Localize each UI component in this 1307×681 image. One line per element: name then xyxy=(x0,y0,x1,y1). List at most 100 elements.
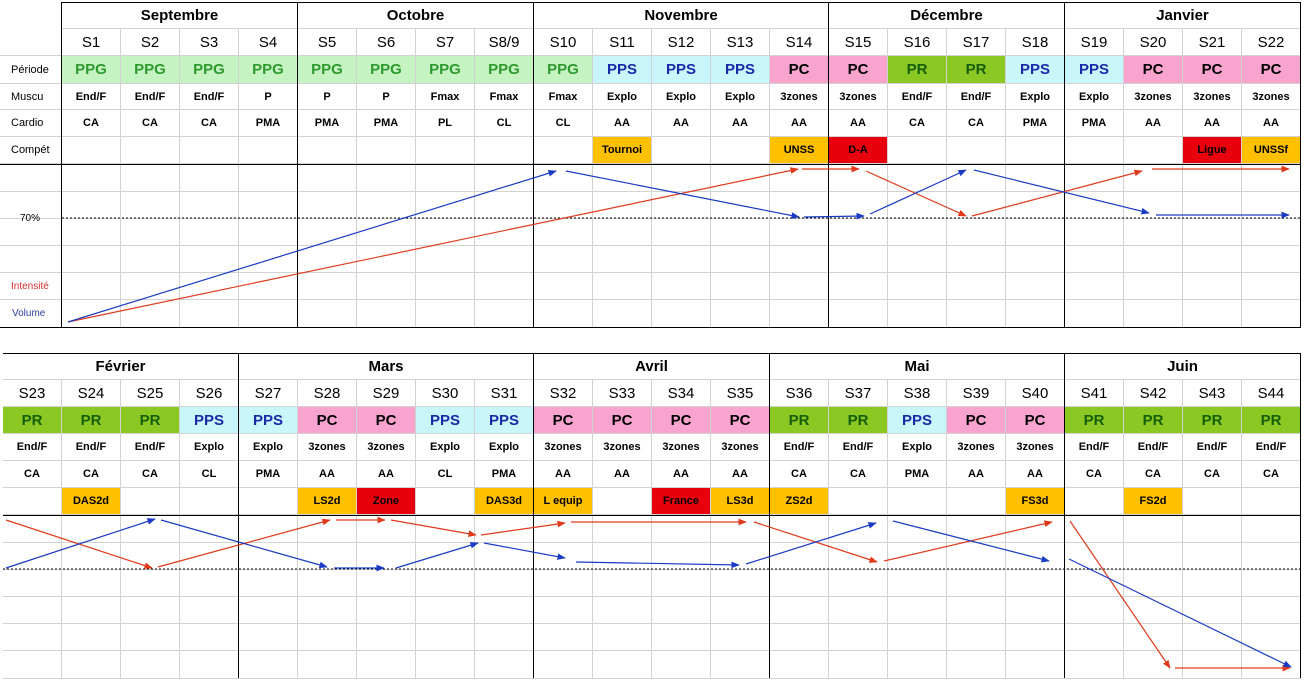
periode-cell: PC xyxy=(1124,56,1183,84)
periode-cell: PPG xyxy=(121,56,180,84)
compet-cell: L equip xyxy=(534,488,593,515)
chart-gridline xyxy=(3,623,1301,624)
periode-cell: PR xyxy=(3,407,62,434)
muscu-cell: End/F xyxy=(62,434,121,461)
periode-cell: PPS xyxy=(180,407,239,434)
cardio-cell: CA xyxy=(947,110,1006,137)
muscu-cell: Explo xyxy=(239,434,298,461)
cardio-cell: AA xyxy=(1124,110,1183,137)
section-top-border xyxy=(3,353,1301,354)
muscu-cell: Explo xyxy=(652,84,711,110)
week-label: S43 xyxy=(1183,380,1242,407)
week-label: S38 xyxy=(888,380,947,407)
periode-cell: PPS xyxy=(888,407,947,434)
periode-cell: PR xyxy=(829,407,888,434)
intensite-arrow xyxy=(67,167,799,323)
week-label: S39 xyxy=(947,380,1006,407)
compet-cell xyxy=(888,137,947,164)
week-label: S29 xyxy=(357,380,416,407)
compet-cell: Zone xyxy=(357,488,416,515)
periode-cell: PPG xyxy=(534,56,593,84)
week-label: S16 xyxy=(888,29,947,56)
periode-cell: PC xyxy=(770,56,829,84)
cardio-cell: AA xyxy=(829,110,888,137)
week-label: S1 xyxy=(62,29,121,56)
chart-gridline xyxy=(0,272,1301,273)
compet-cell xyxy=(121,137,180,164)
compet-cell xyxy=(593,488,652,515)
chart-gridline xyxy=(0,191,1301,192)
compet-cell xyxy=(947,137,1006,164)
week-label: S42 xyxy=(1124,380,1183,407)
cardio-cell: PL xyxy=(416,110,475,137)
periode-cell: PPG xyxy=(62,56,121,84)
muscu-cell: End/F xyxy=(121,434,180,461)
cardio-cell: CA xyxy=(770,461,829,488)
muscu-cell: End/F xyxy=(888,84,947,110)
cardio-cell: CA xyxy=(121,110,180,137)
muscu-cell: 3zones xyxy=(593,434,652,461)
muscu-cell: 3zones xyxy=(829,84,888,110)
compet-cell xyxy=(947,488,1006,515)
volume-arrow xyxy=(67,170,557,323)
compet-cell xyxy=(888,488,947,515)
periode-cell: PPG xyxy=(180,56,239,84)
periode-cell: PPS xyxy=(593,56,652,84)
label-70pct: 70% xyxy=(20,212,41,224)
cardio-cell: PMA xyxy=(1065,110,1124,137)
muscu-cell: Fmax xyxy=(534,84,593,110)
periode-cell: PPS xyxy=(1006,56,1065,84)
cardio-cell: CL xyxy=(534,110,593,137)
week-label: S3 xyxy=(180,29,239,56)
muscu-cell: Fmax xyxy=(416,84,475,110)
volume-arrow xyxy=(483,542,566,560)
week-label: S25 xyxy=(121,380,180,407)
muscu-cell: Explo xyxy=(711,84,770,110)
muscu-cell: 3zones xyxy=(298,434,357,461)
periode-cell: PC xyxy=(829,56,888,84)
cardio-cell: AA xyxy=(652,461,711,488)
periode-cell: PR xyxy=(1124,407,1183,434)
cardio-cell: CA xyxy=(121,461,180,488)
cardio-cell: PMA xyxy=(357,110,416,137)
chart-top-border xyxy=(3,515,1301,516)
cardio-cell: CA xyxy=(180,110,239,137)
chart-gridline xyxy=(3,650,1301,651)
week-label: S28 xyxy=(298,380,357,407)
volume-arrow xyxy=(1068,558,1292,668)
row-label-cardio: Cardio xyxy=(0,110,62,137)
row-label-muscu: Muscu xyxy=(0,84,62,110)
compet-cell: ZS2d xyxy=(770,488,829,515)
compet-cell: D-A xyxy=(829,137,888,164)
volume-arrow xyxy=(565,170,800,219)
week-label: S33 xyxy=(593,380,652,407)
compet-cell xyxy=(180,137,239,164)
muscu-cell: Explo xyxy=(888,434,947,461)
cardio-cell: CA xyxy=(1124,461,1183,488)
volume-arrow xyxy=(160,519,328,569)
muscu-cell: End/F xyxy=(1065,434,1124,461)
muscu-cell: 3zones xyxy=(357,434,416,461)
muscu-cell: P xyxy=(298,84,357,110)
compet-cell: France xyxy=(652,488,711,515)
compet-cell xyxy=(357,137,416,164)
muscu-cell: 3zones xyxy=(534,434,593,461)
week-label: S5 xyxy=(298,29,357,56)
compet-cell: UNSSf xyxy=(1242,137,1301,164)
muscu-cell: 3zones xyxy=(947,434,1006,461)
volume-arrow xyxy=(5,518,156,569)
cardio-cell: CA xyxy=(62,110,121,137)
periode-cell: PPS xyxy=(416,407,475,434)
periode-cell: PR xyxy=(121,407,180,434)
intensite-arrow xyxy=(480,520,566,536)
compet-cell: DAS3d xyxy=(475,488,534,515)
chart-gridline xyxy=(3,596,1301,597)
cardio-cell: CL xyxy=(416,461,475,488)
periode-cell: PPS xyxy=(711,56,770,84)
periode-cell: PC xyxy=(1242,56,1301,84)
cardio-cell: CA xyxy=(888,110,947,137)
cardio-cell: PMA xyxy=(298,110,357,137)
chart-gridline xyxy=(3,542,1301,543)
muscu-cell: End/F xyxy=(770,434,829,461)
muscu-cell: End/F xyxy=(947,84,1006,110)
